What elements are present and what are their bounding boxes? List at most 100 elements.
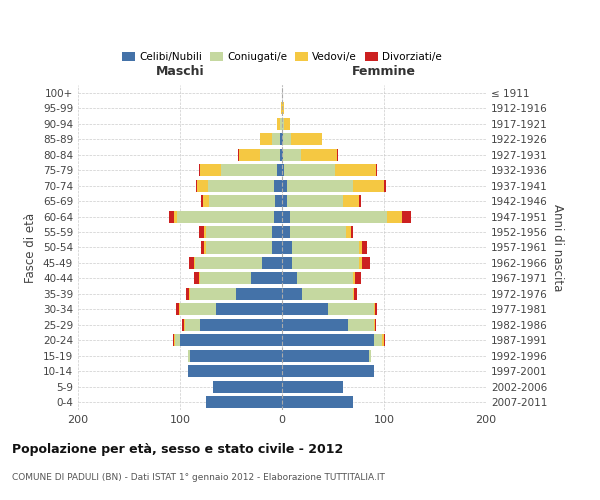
Bar (292, 257, 359, 269)
Bar (196, 180, 197, 192)
Bar (353, 272, 355, 284)
Bar (359, 257, 362, 269)
Bar (282, 257, 292, 269)
Bar (194, 257, 196, 269)
Bar (272, 242, 282, 254)
Bar (376, 164, 377, 176)
Bar (292, 242, 359, 254)
Bar (375, 319, 376, 331)
Bar (280, 133, 282, 145)
Bar (262, 257, 282, 269)
Bar (362, 242, 367, 254)
Y-axis label: Fasce di età: Fasce di età (25, 212, 37, 282)
Y-axis label: Anni di nascita: Anni di nascita (551, 204, 564, 291)
Bar (382, 334, 384, 346)
Bar (353, 180, 384, 192)
Bar (202, 242, 205, 254)
Bar (352, 226, 353, 238)
Bar (353, 288, 355, 300)
Bar (272, 133, 280, 145)
Bar (291, 133, 322, 145)
Bar (177, 210, 274, 222)
Bar (337, 148, 338, 160)
Bar (199, 272, 200, 284)
Bar (359, 242, 362, 254)
Bar (196, 257, 262, 269)
Bar (199, 226, 205, 238)
Bar (188, 350, 190, 362)
Bar (190, 288, 236, 300)
Bar (282, 164, 284, 176)
Bar (277, 118, 280, 130)
Bar (174, 334, 175, 346)
Bar (205, 242, 206, 254)
Bar (185, 319, 200, 331)
Bar (200, 164, 221, 176)
Bar (282, 366, 374, 378)
Bar (282, 396, 353, 408)
Bar (206, 396, 282, 408)
Bar (343, 195, 359, 207)
Bar (202, 195, 203, 207)
Bar (374, 319, 375, 331)
Bar (175, 334, 180, 346)
Bar (189, 288, 190, 300)
Bar (203, 195, 209, 207)
Bar (275, 195, 282, 207)
Bar (355, 272, 361, 284)
Bar (387, 210, 403, 222)
Bar (359, 195, 361, 207)
Bar (277, 164, 282, 176)
Bar (206, 242, 272, 254)
Bar (182, 319, 184, 331)
Bar (272, 226, 282, 238)
Bar (290, 210, 387, 222)
Bar (282, 102, 284, 114)
Bar (375, 304, 377, 316)
Bar (369, 350, 371, 362)
Bar (260, 133, 272, 145)
Bar (282, 319, 349, 331)
Bar (208, 180, 274, 192)
Bar (346, 226, 352, 238)
Bar (282, 195, 287, 207)
Bar (374, 334, 382, 346)
Bar (238, 148, 239, 160)
Bar (260, 148, 280, 160)
Bar (190, 350, 282, 362)
Bar (384, 180, 386, 192)
Bar (280, 118, 282, 130)
Bar (251, 272, 282, 284)
Bar (287, 180, 353, 192)
Bar (282, 118, 284, 130)
Bar (221, 164, 277, 176)
Bar (290, 226, 346, 238)
Bar (335, 164, 376, 176)
Text: Maschi: Maschi (155, 65, 205, 78)
Bar (188, 366, 282, 378)
Bar (186, 288, 189, 300)
Bar (173, 334, 174, 346)
Bar (282, 210, 290, 222)
Bar (282, 133, 283, 145)
Legend: Celibi/Nubili, Coniugati/e, Vedovi/e, Divorziati/e: Celibi/Nubili, Coniugati/e, Vedovi/e, Di… (118, 48, 446, 66)
Bar (180, 304, 216, 316)
Bar (274, 180, 282, 192)
Bar (209, 195, 275, 207)
Bar (282, 272, 298, 284)
Bar (174, 210, 177, 222)
Bar (236, 288, 282, 300)
Bar (206, 226, 272, 238)
Bar (287, 195, 343, 207)
Bar (328, 304, 374, 316)
Bar (284, 164, 335, 176)
Bar (200, 319, 282, 331)
Bar (169, 210, 174, 222)
Bar (282, 148, 283, 160)
Bar (205, 226, 206, 238)
Bar (180, 334, 282, 346)
Bar (282, 242, 292, 254)
Bar (349, 319, 374, 331)
Bar (216, 304, 282, 316)
Bar (200, 272, 251, 284)
